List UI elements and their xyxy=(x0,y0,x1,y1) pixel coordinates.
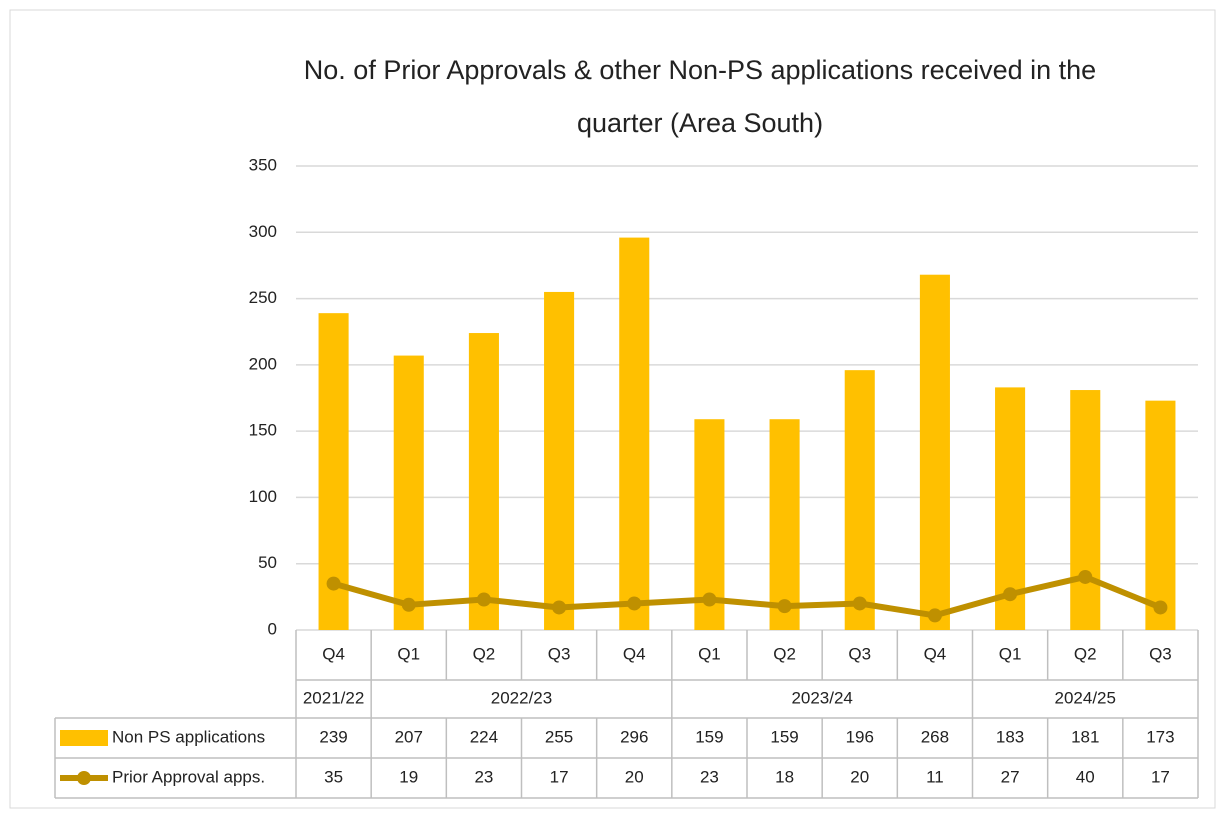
bar xyxy=(769,419,800,630)
table-value: 159 xyxy=(695,727,723,746)
bar xyxy=(1070,390,1101,630)
line-marker xyxy=(702,592,717,607)
legend-label: Prior Approval apps. xyxy=(112,767,265,786)
table-value: 11 xyxy=(926,767,944,786)
x-tick-label: Q2 xyxy=(773,644,796,663)
bar xyxy=(468,333,499,630)
y-tick-label: 0 xyxy=(268,619,277,638)
table-value: 196 xyxy=(846,727,874,746)
line-marker xyxy=(852,596,867,611)
table-value: 20 xyxy=(625,767,644,786)
x-tick-label: Q3 xyxy=(548,644,571,663)
x-tick-label: Q3 xyxy=(1149,644,1172,663)
table-value: 27 xyxy=(1001,767,1020,786)
line-marker xyxy=(401,597,416,612)
table-value: 268 xyxy=(921,727,949,746)
line-marker xyxy=(476,592,491,607)
legend-swatch xyxy=(60,730,108,746)
table-value: 40 xyxy=(1076,767,1095,786)
bar xyxy=(1145,400,1176,630)
table-value: 23 xyxy=(474,767,493,786)
legend-swatch xyxy=(77,771,91,785)
y-tick-label: 100 xyxy=(249,487,277,506)
y-tick-label: 150 xyxy=(249,421,277,440)
group-label: 2021/22 xyxy=(303,688,364,707)
x-tick-label: Q4 xyxy=(322,644,345,663)
line-marker xyxy=(552,600,567,615)
x-tick-label: Q2 xyxy=(473,644,496,663)
legend-label: Non PS applications xyxy=(112,727,265,746)
x-tick-label: Q1 xyxy=(999,644,1022,663)
table-value: 19 xyxy=(399,767,418,786)
table-value: 239 xyxy=(319,727,347,746)
line-marker xyxy=(1003,587,1018,602)
table-value: 18 xyxy=(775,767,794,786)
chart-title: quarter (Area South) xyxy=(577,108,823,138)
bar xyxy=(544,291,575,630)
group-label: 2022/23 xyxy=(491,688,552,707)
group-label: 2024/25 xyxy=(1055,688,1116,707)
line-marker xyxy=(326,576,341,591)
table-value: 23 xyxy=(700,767,719,786)
line-marker xyxy=(1078,569,1093,584)
x-tick-label: Q4 xyxy=(924,644,947,663)
table-value: 224 xyxy=(470,727,498,746)
line-marker xyxy=(777,599,792,614)
table-value: 159 xyxy=(770,727,798,746)
table-value: 296 xyxy=(620,727,648,746)
table-value: 35 xyxy=(324,767,343,786)
y-tick-label: 200 xyxy=(249,354,277,373)
line-marker xyxy=(1153,600,1168,615)
y-tick-label: 300 xyxy=(249,222,277,241)
line-marker xyxy=(627,596,642,611)
x-tick-label: Q1 xyxy=(698,644,721,663)
group-label: 2023/24 xyxy=(791,688,852,707)
bar xyxy=(393,355,424,630)
x-tick-label: Q4 xyxy=(623,644,646,663)
table-value: 181 xyxy=(1071,727,1099,746)
table-value: 255 xyxy=(545,727,573,746)
y-tick-label: 250 xyxy=(249,288,277,307)
y-tick-label: 350 xyxy=(249,155,277,174)
x-tick-label: Q3 xyxy=(848,644,871,663)
bar xyxy=(844,370,875,630)
bar xyxy=(619,237,650,631)
line-marker xyxy=(927,608,942,623)
chart-title: No. of Prior Approvals & other Non-PS ap… xyxy=(304,55,1096,85)
table-value: 20 xyxy=(850,767,869,786)
table-value: 207 xyxy=(395,727,423,746)
table-value: 17 xyxy=(550,767,569,786)
x-tick-label: Q2 xyxy=(1074,644,1097,663)
x-tick-label: Q1 xyxy=(397,644,420,663)
table-value: 173 xyxy=(1146,727,1174,746)
bar xyxy=(919,274,950,630)
y-tick-label: 50 xyxy=(258,553,277,572)
line-series xyxy=(332,573,1162,619)
table-value: 17 xyxy=(1151,767,1170,786)
table-value: 183 xyxy=(996,727,1024,746)
